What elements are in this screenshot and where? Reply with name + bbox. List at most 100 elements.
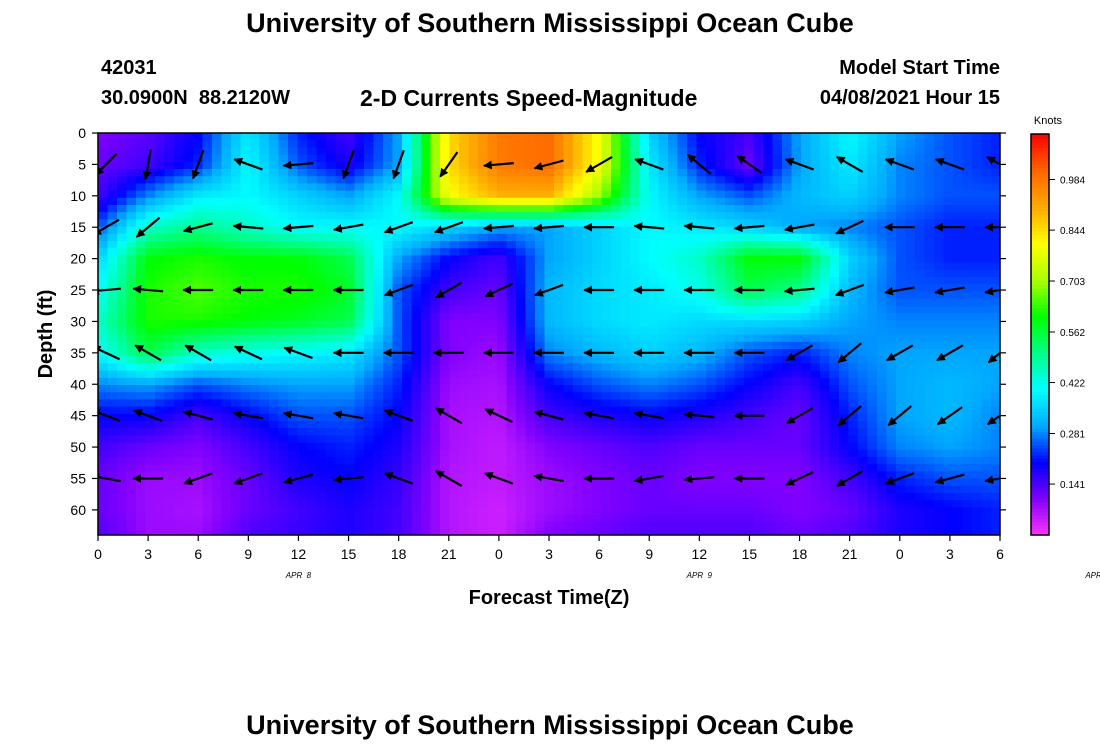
- heatmap-cell: [886, 493, 897, 501]
- heatmap-cell: [316, 154, 327, 163]
- heatmap-cell: [573, 442, 584, 451]
- heatmap-cell: [763, 500, 774, 508]
- heatmap-cell: [573, 255, 584, 264]
- heatmap-cell: [839, 464, 850, 472]
- heatmap-cell: [782, 147, 793, 156]
- heatmap-cell: [734, 305, 745, 314]
- heatmap-cell: [848, 349, 859, 357]
- heatmap-cell: [867, 485, 878, 494]
- heatmap-cell: [582, 277, 593, 285]
- heatmap-cell: [373, 457, 384, 465]
- heatmap-cell: [497, 449, 508, 458]
- heatmap-cell: [193, 147, 204, 156]
- heatmap-cell: [193, 521, 204, 530]
- heatmap-cell: [696, 507, 707, 516]
- heatmap-cell: [725, 169, 736, 177]
- heatmap-cell: [392, 176, 403, 184]
- heatmap-cell: [725, 493, 736, 501]
- heatmap-cell: [535, 370, 546, 379]
- heatmap-cell: [649, 197, 660, 206]
- heatmap-cell: [478, 341, 489, 350]
- heatmap-cell: [107, 298, 118, 307]
- heatmap-cell: [611, 212, 622, 220]
- heatmap-cell: [307, 183, 318, 192]
- heatmap-cell: [212, 291, 223, 300]
- heatmap-cell: [364, 334, 375, 343]
- heatmap-cell: [250, 349, 261, 357]
- heatmap-cell: [620, 334, 631, 343]
- heatmap-cell: [829, 197, 840, 206]
- heatmap-cell: [573, 385, 584, 393]
- heatmap-cell: [535, 190, 546, 199]
- heatmap-cell: [107, 442, 118, 451]
- heatmap-cell: [810, 500, 821, 508]
- heatmap-cell: [117, 435, 128, 444]
- heatmap-cell: [630, 169, 641, 177]
- heatmap-cell: [677, 334, 688, 343]
- heatmap-cell: [630, 233, 641, 242]
- heatmap-cell: [544, 298, 555, 307]
- heatmap-cell: [345, 305, 356, 314]
- heatmap-cell: [478, 464, 489, 472]
- heatmap-cell: [820, 442, 831, 451]
- heatmap-cell: [753, 442, 764, 451]
- heatmap-cell: [193, 298, 204, 307]
- heatmap-cell: [345, 161, 356, 170]
- heatmap-cell: [601, 449, 612, 458]
- heatmap-cell: [288, 327, 299, 336]
- heatmap-cell: [801, 190, 812, 199]
- heatmap-cell: [620, 176, 631, 184]
- heatmap-cell: [478, 320, 489, 328]
- heatmap-cell: [107, 449, 118, 458]
- heatmap-cell: [848, 233, 859, 242]
- heatmap-cell: [839, 529, 850, 535]
- heatmap-cell: [307, 421, 318, 429]
- heatmap-cell: [601, 428, 612, 436]
- heatmap-cell: [896, 334, 907, 343]
- heatmap-cell: [373, 392, 384, 400]
- heatmap-cell: [839, 298, 850, 307]
- heatmap-cell: [915, 457, 926, 465]
- heatmap-cell: [98, 507, 109, 516]
- heatmap-cell: [164, 161, 175, 170]
- heatmap-cell: [107, 471, 118, 480]
- heatmap-cell: [250, 529, 261, 535]
- heatmap-cell: [649, 255, 660, 264]
- heatmap-cell: [744, 356, 755, 364]
- heatmap-cell: [820, 471, 831, 480]
- heatmap-cell: [772, 370, 783, 379]
- heatmap-cell: [620, 277, 631, 285]
- heatmap-cell: [592, 269, 603, 278]
- heatmap-cell: [231, 298, 242, 307]
- heatmap-cell: [459, 341, 470, 350]
- heatmap-cell: [250, 212, 261, 220]
- heatmap-cell: [839, 320, 850, 328]
- heatmap-cell: [877, 269, 888, 278]
- heatmap-cell: [345, 442, 356, 451]
- heatmap-cell: [905, 457, 916, 465]
- heatmap-cell: [924, 305, 935, 314]
- heatmap-cell: [459, 219, 470, 228]
- heatmap-cell: [620, 269, 631, 278]
- heatmap-cell: [715, 442, 726, 451]
- heatmap-cell: [592, 529, 603, 535]
- heatmap-cell: [440, 147, 451, 156]
- heatmap-cell: [145, 406, 156, 415]
- heatmap-cell: [468, 493, 479, 501]
- heatmap-cell: [468, 190, 479, 199]
- heatmap-cell: [810, 507, 821, 516]
- heatmap-cell: [183, 183, 194, 192]
- heatmap-cell: [725, 255, 736, 264]
- heatmap-cell: [924, 464, 935, 472]
- heatmap-cell: [421, 183, 432, 192]
- heatmap-cell: [383, 255, 394, 264]
- heatmap-cell: [440, 377, 451, 386]
- heatmap-cell: [440, 363, 451, 372]
- heatmap-cell: [487, 500, 498, 508]
- heatmap-cell: [221, 478, 232, 487]
- heatmap-cell: [839, 514, 850, 523]
- heatmap-cell: [316, 385, 327, 393]
- heatmap-cell: [183, 147, 194, 156]
- heatmap-cell: [212, 241, 223, 249]
- heatmap-cell: [183, 356, 194, 364]
